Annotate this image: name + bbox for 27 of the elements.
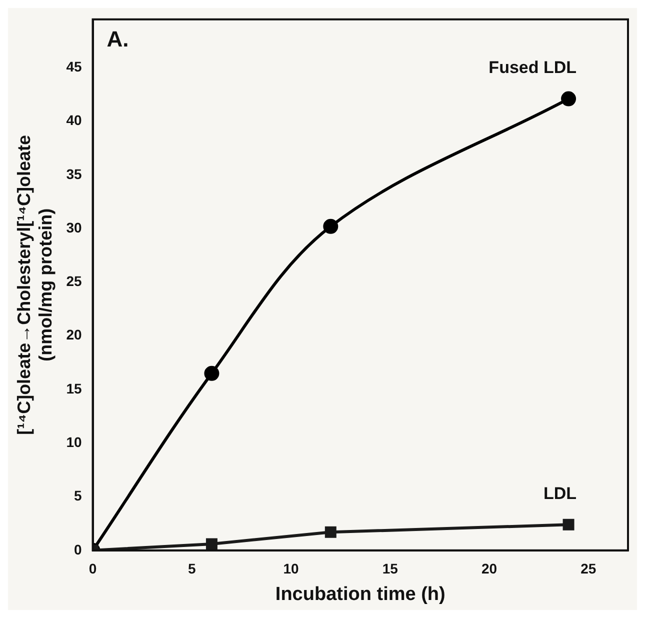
y-tick-label: 20 [66,326,82,343]
y-axis-title: [¹⁴C]oleate→Cholesteryl[¹⁴C]oleate (nmol/mg protein) [14,134,56,435]
y-tick-label: 10 [66,434,82,450]
chart-title: A. [106,26,129,52]
y-tick-label: 0 [74,541,82,558]
y-tick-label: 35 [66,166,82,182]
x-tick-label: 20 [481,560,498,577]
point [324,526,336,538]
point [204,366,220,381]
y-tick-label: 25 [66,273,82,290]
point [561,91,576,106]
x-tick-label: 5 [188,560,196,577]
y-tick-label: 45 [66,58,82,75]
x-tick-label: 15 [382,560,398,577]
series-label: Fused LDL [488,58,577,77]
series-label: LDL [543,484,577,503]
point [206,538,218,550]
y-tick-label: 5 [74,488,82,504]
y-tick-label: 40 [66,112,82,128]
point [323,218,338,234]
x-axis-title: Incubation time (h) [275,584,446,605]
x-tick-label: 25 [580,560,596,577]
y-tick-label: 30 [66,219,82,236]
point [562,518,574,530]
x-tick-label: 10 [283,560,299,577]
y-tick-label: 15 [66,380,82,396]
x-tick-label: 0 [88,560,97,577]
